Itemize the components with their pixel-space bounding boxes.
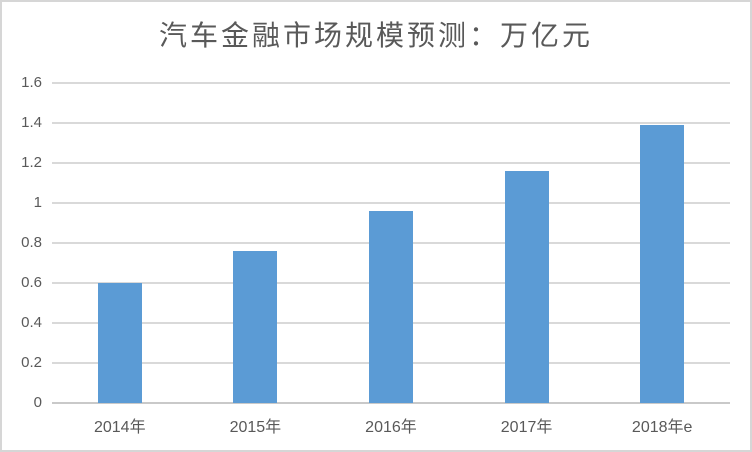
- x-tick-label: 2017年: [500, 419, 553, 436]
- gridline: [52, 202, 730, 204]
- y-tick-label: 1.6: [21, 74, 42, 91]
- chart-title: 汽车金融市场规模预测：万亿元: [158, 20, 593, 51]
- x-axis-line: [52, 402, 730, 404]
- y-tick-label: 0: [33, 394, 42, 411]
- y-tick-label: 1.2: [21, 154, 42, 171]
- y-tick-label: 0.6: [21, 274, 42, 291]
- x-tick-label: 2015年: [229, 419, 282, 436]
- bar-2017年: [504, 171, 549, 403]
- bar-2018年e: [640, 125, 685, 403]
- bar-2016年: [369, 211, 413, 403]
- x-tick-label: 2016年: [365, 419, 417, 436]
- bar-2015年: [233, 251, 278, 403]
- y-tick-label: 0.2: [21, 354, 42, 371]
- y-tick-label: 0.8: [21, 234, 42, 251]
- x-axis-labels: 2014年 2015年 2016年 2017年 2018年e: [52, 413, 730, 437]
- y-tick-label: 1: [33, 194, 42, 211]
- x-tick-label: 2014年: [93, 419, 146, 436]
- y-tick-label: 0.4: [21, 314, 42, 331]
- y-tick-label: 1.4: [21, 114, 42, 131]
- bar-2014年: [97, 283, 142, 403]
- gridline: [52, 162, 730, 164]
- plot-area: [52, 82, 730, 404]
- gridline: [52, 122, 730, 124]
- x-tick-label: 2018年e: [631, 419, 693, 436]
- gridline: [52, 82, 730, 84]
